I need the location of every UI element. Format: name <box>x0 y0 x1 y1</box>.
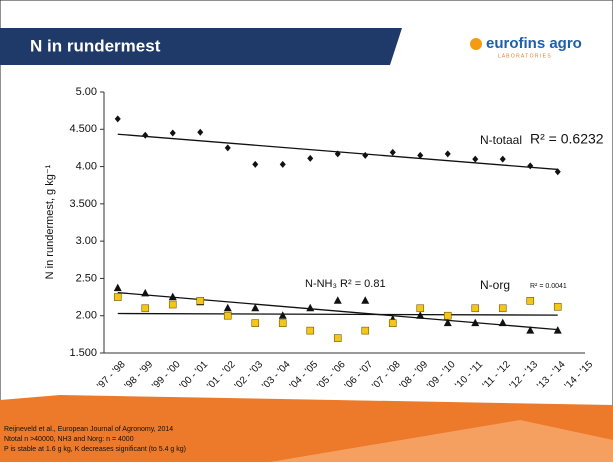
data-point <box>499 155 506 163</box>
y-tick-label: 3.00 <box>76 235 97 247</box>
data-point <box>224 144 231 152</box>
data-point <box>472 155 479 163</box>
logo-icon <box>470 38 482 50</box>
data-point <box>362 151 369 159</box>
data-point <box>416 304 425 313</box>
data-point <box>223 311 232 320</box>
data-point <box>114 115 121 123</box>
data-point <box>526 296 535 305</box>
data-point <box>527 162 534 170</box>
data-point <box>223 303 232 312</box>
y-tick-label: 4.500 <box>69 123 97 135</box>
data-point <box>498 318 507 327</box>
data-point <box>278 319 287 327</box>
data-point <box>141 288 150 297</box>
data-point <box>333 296 342 304</box>
data-point <box>306 303 315 312</box>
data-point <box>169 129 176 137</box>
annotation: R² = 0.6232 <box>530 131 604 147</box>
footer-line: Ntotal n >40000, NH3 and Norg: n = 4000 <box>4 436 134 443</box>
data-point <box>307 154 314 162</box>
data-point <box>361 326 370 335</box>
y-tick-label: 1.500 <box>69 347 97 359</box>
annotation: N-totaal <box>480 133 522 147</box>
trendline <box>117 312 558 316</box>
slide-title: N in rundermest <box>30 36 161 55</box>
data-point <box>141 304 150 313</box>
y-tick-label: 2.00 <box>76 310 97 322</box>
annotation: N-NH₃ R² = 0.81 <box>305 278 386 290</box>
data-point <box>168 300 177 309</box>
data-point <box>251 303 260 312</box>
data-point <box>113 283 122 292</box>
trendline <box>117 291 558 331</box>
y-axis-label: N in rundermest, g kg⁻¹ <box>44 164 56 279</box>
data-point <box>142 131 149 139</box>
y-tick-label: 2.50 <box>76 272 97 284</box>
logo: eurofins agro L A B O R A T O R I E S <box>470 35 582 59</box>
y-tick-label: 5.00 <box>76 86 97 98</box>
data-point <box>197 128 204 136</box>
data-point <box>554 168 561 176</box>
footer-wedge <box>270 420 613 462</box>
data-point <box>196 296 205 305</box>
data-point <box>389 148 396 156</box>
data-point <box>553 302 562 311</box>
data-point <box>443 311 452 320</box>
data-point <box>553 326 562 334</box>
data-point <box>306 326 315 335</box>
data-point <box>471 304 480 313</box>
data-point <box>113 293 122 301</box>
logo-text: eurofins agro <box>486 35 582 52</box>
data-point <box>251 319 260 327</box>
annotation: R² = 0.0041 <box>530 283 567 290</box>
data-point <box>334 150 341 158</box>
title-bar <box>0 28 402 65</box>
data-point <box>526 326 535 334</box>
data-point <box>417 151 424 159</box>
y-tick-label: 3.500 <box>69 198 97 210</box>
data-point <box>444 150 451 158</box>
data-point <box>168 292 177 301</box>
data-point <box>498 304 507 313</box>
logo-subtext: L A B O R A T O R I E S <box>498 53 551 59</box>
data-point <box>443 318 452 327</box>
data-point <box>471 318 480 327</box>
data-point <box>279 160 286 168</box>
data-point <box>278 311 287 319</box>
footer-line: P is stable at 1.6 g kg, K decreases sig… <box>4 446 186 453</box>
y-tick-label: 4.00 <box>76 160 97 172</box>
annotation: N-org <box>480 278 510 292</box>
data-point <box>361 296 370 304</box>
data-point <box>388 319 397 327</box>
footer-line: Reijneveld et al., European Journal of A… <box>4 426 173 433</box>
data-point <box>333 334 342 342</box>
data-point <box>252 160 259 168</box>
